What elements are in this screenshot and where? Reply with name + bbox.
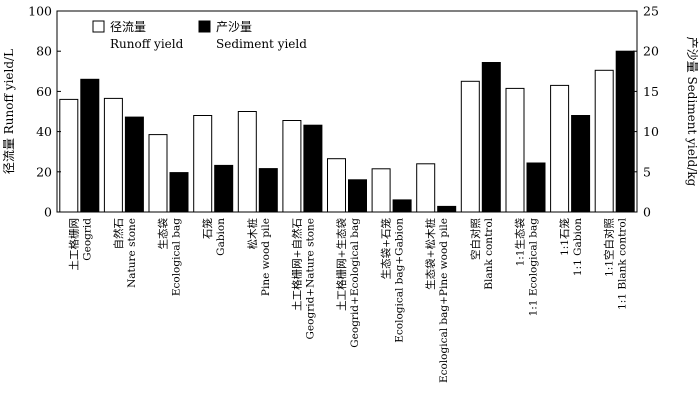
bar-runoff-4 (237, 111, 257, 213)
left-tick-label: 80 (36, 44, 52, 59)
bar-sediment-11 (571, 115, 591, 213)
category-label-en: Ecological bag+Gabion (394, 218, 406, 343)
right-tick-label: 0 (643, 205, 651, 220)
right-axis-ticks: 0 5 10 15 20 25 (633, 4, 659, 220)
category-label-en: Pine wood pile (260, 218, 272, 296)
bar-sediment-12 (615, 50, 635, 213)
bar-runoff-9 (460, 80, 480, 213)
left-axis-ticks: 0 20 40 60 80 100 (28, 4, 61, 220)
category-label-en: Ecological bag (171, 218, 183, 296)
category-label-zh: 土工格栅网+生态袋 (335, 218, 348, 311)
right-tick-label: 25 (643, 4, 659, 19)
legend: 径流量 Runoff yield 产沙量 Sediment yield (92, 20, 307, 51)
left-tick-label: 20 (36, 164, 52, 179)
legend-swatch-sediment (198, 20, 211, 33)
bar-sediment-5 (303, 124, 323, 213)
bar-sediment-10 (526, 162, 546, 213)
category-label-zh: 空白对照 (469, 218, 482, 260)
legend-label-sediment-zh: 产沙量 (216, 20, 252, 34)
category-label-en: Blank control (483, 217, 495, 289)
bar-runoff-5 (282, 120, 302, 213)
category-label-zh: 1:1石笼 (558, 218, 571, 256)
category-label-zh: 生态袋+石笼 (380, 218, 393, 280)
right-tick-label: 20 (643, 44, 659, 59)
right-tick-label: 5 (643, 164, 651, 179)
right-tick-label: 15 (643, 84, 659, 99)
bar-runoff-3 (193, 115, 213, 213)
category-label-zh: 1:1生态袋 (514, 218, 527, 267)
plot-frame (56, 10, 638, 213)
category-label-en: Gabion (215, 218, 227, 256)
bar-sediment-4 (258, 168, 278, 213)
bar-sediment-1 (124, 116, 144, 213)
legend-swatch-runoff (92, 20, 105, 33)
category-labels: 土工格栅网 Geogrid 自然石 Nature stone 生态袋 Ecological… (67, 217, 628, 383)
bar-sediment-9 (481, 62, 501, 213)
bars-layer (59, 50, 635, 213)
bar-runoff-7 (371, 168, 391, 213)
category-label-en: 1:1 Ecological bag (528, 218, 540, 317)
category-label-en: Nature stone (126, 218, 138, 288)
bar-sediment-7 (392, 199, 412, 213)
category-label-en: Geogrid+Ecological bag (349, 218, 361, 348)
category-label-zh: 土工格栅网+自然石 (290, 218, 303, 311)
bar-sediment-0 (80, 78, 100, 213)
left-tick-label: 40 (36, 124, 52, 139)
left-tick-label: 0 (44, 205, 52, 220)
category-label-en: Geogrid+Nature stone (304, 218, 316, 339)
category-label-zh: 生态袋 (157, 218, 170, 250)
bar-sediment-2 (169, 172, 189, 213)
category-label-zh: 土工格栅网 (67, 218, 80, 271)
category-label-zh: 1:1空白对照 (603, 218, 616, 277)
legend-label-runoff-zh: 径流量 (110, 20, 146, 34)
bar-runoff-8 (416, 163, 436, 213)
bar-runoff-11 (550, 84, 570, 213)
category-label-zh: 生态袋+松木桩 (424, 218, 437, 290)
bar-runoff-12 (594, 69, 614, 213)
left-tick-label: 100 (28, 4, 52, 19)
bar-runoff-1 (103, 97, 123, 213)
category-label-zh: 石笼 (201, 218, 214, 239)
bar-sediment-8 (437, 205, 457, 213)
bar-runoff-0 (59, 98, 79, 213)
category-label-zh: 松木桩 (246, 218, 259, 250)
category-label-en: Ecological bag+Pine wood pile (438, 218, 450, 383)
category-label-en: 1:1 Blank control (617, 217, 629, 310)
bar-sediment-6 (348, 179, 367, 213)
bar-runoff-10 (505, 87, 525, 213)
legend-label-sediment-en: Sediment yield (216, 37, 307, 51)
bar-sediment-3 (214, 164, 234, 213)
bar-runoff-6 (327, 158, 346, 213)
category-label-en: 1:1 Gabion (572, 218, 584, 276)
category-label-en: Geogrid (81, 218, 93, 261)
left-tick-label: 60 (36, 84, 52, 99)
bar-runoff-2 (148, 134, 168, 213)
left-axis-title: 径流量 Runoff yield/L (2, 49, 16, 174)
legend-label-runoff-en: Runoff yield (110, 37, 184, 51)
category-label-zh: 自然石 (112, 218, 125, 250)
right-tick-label: 10 (643, 124, 659, 139)
right-axis-title: 产沙量 Sediment yield/kg (685, 37, 699, 187)
